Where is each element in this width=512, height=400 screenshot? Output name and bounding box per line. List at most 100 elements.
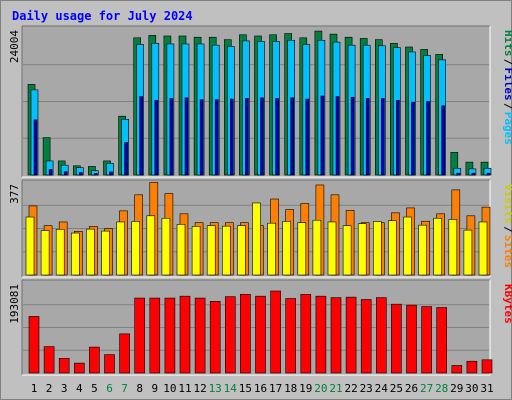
visits-bar (252, 202, 261, 276)
visits-bar (237, 225, 246, 276)
pages-bar (305, 98, 310, 176)
kbytes-bar (119, 333, 130, 374)
panel-visits-sites: 377 Visits / Sites (8, 179, 512, 278)
pages-bar (456, 172, 461, 176)
x-tick-label: 23 (360, 382, 373, 395)
pages-bar (63, 171, 68, 176)
kbytes-bar (436, 307, 448, 374)
x-axis: 1 2 3 4 5 6 7 8 9 10 11 12 13 14 15 16 17 18 19 20 21 22 23 24 2… (31, 382, 494, 395)
panel-legend: Hits / Files / Pages (502, 30, 512, 145)
pages-bar (411, 101, 415, 176)
legend-label: / (502, 103, 512, 110)
kbytes-bar (28, 316, 40, 374)
x-tick-label: 24 (375, 382, 389, 395)
x-tick-label: 8 (136, 382, 143, 395)
pages-bar (109, 171, 113, 176)
pages-bar (396, 99, 400, 176)
pages-bar (139, 96, 143, 176)
kbytes-bar (481, 359, 493, 374)
x-tick-label: 26 (405, 382, 418, 395)
y-scale-label: 377 (8, 184, 21, 204)
kbytes-bar (406, 304, 417, 374)
visits-bar (267, 222, 276, 276)
x-tick-label: 31 (480, 382, 493, 395)
panel-legend: Visits / Sites (502, 184, 512, 268)
pages-bar (441, 105, 446, 176)
kbytes-bar (149, 297, 161, 374)
pages-bar (426, 101, 430, 176)
visits-bar (463, 229, 473, 276)
visits-bar (191, 226, 201, 276)
x-tick-label: 4 (76, 382, 83, 395)
pages-bar (350, 96, 355, 176)
x-tick-label: 6 (106, 382, 113, 395)
pages-bar (169, 98, 174, 176)
kbytes-bar (58, 358, 70, 374)
x-tick-label: 30 (465, 382, 478, 395)
panel-kbytes: 193081 KBytes (8, 279, 512, 376)
kbytes-bar (164, 297, 176, 374)
y-scale-label: 24004 (8, 30, 21, 63)
kbytes-bar (300, 293, 312, 374)
legend-label: Files (502, 68, 512, 101)
kbytes-bar (270, 290, 281, 374)
x-tick-label: 25 (390, 382, 403, 395)
x-tick-label: 12 (193, 382, 206, 395)
pages-bar (48, 169, 53, 176)
visits-bar (372, 221, 382, 276)
visits-bar (418, 224, 427, 276)
series-visits (25, 202, 488, 276)
x-tick-label: 11 (178, 382, 191, 395)
x-tick-label: 20 (314, 382, 327, 395)
visits-bar (478, 221, 488, 276)
legend-label: / (502, 226, 512, 233)
x-tick-label: 15 (239, 382, 252, 395)
kbytes-bar (194, 297, 206, 374)
pages-bar (275, 98, 279, 176)
kbytes-bar (360, 299, 372, 374)
pages-bar (94, 173, 98, 176)
kbytes-bar (74, 362, 85, 374)
visits-bar (206, 225, 216, 276)
pages-bar (184, 97, 189, 176)
kbytes-bar (315, 295, 327, 374)
x-tick-label: 5 (91, 382, 98, 395)
pages-bar (245, 98, 249, 176)
pages-bar (230, 98, 234, 176)
visits-bar (342, 225, 352, 276)
x-tick-label: 7 (121, 382, 128, 395)
kbytes-bar (285, 298, 297, 374)
x-tick-label: 22 (344, 382, 357, 395)
kbytes-bar (89, 346, 100, 374)
pages-bar (79, 172, 83, 176)
kbytes-bar (225, 296, 236, 374)
kbytes-bar (466, 360, 478, 374)
pages-bar (365, 98, 370, 176)
x-tick-label: 2 (46, 382, 53, 395)
visits-bar (71, 232, 80, 276)
kbytes-bar (391, 303, 402, 374)
x-tick-label: 19 (299, 382, 312, 395)
visits-bar (357, 223, 367, 276)
panel-legend: KBytes (502, 284, 512, 324)
kbytes-bar (209, 301, 221, 374)
x-tick-label: 10 (163, 382, 176, 395)
pages-bar (199, 99, 204, 176)
visits-bar (448, 219, 458, 276)
visits-bar (131, 221, 140, 276)
visits-bar (433, 217, 443, 276)
x-tick-label: 16 (254, 382, 267, 395)
visits-bar (146, 215, 156, 276)
x-tick-label: 29 (450, 382, 463, 395)
legend-label: Hits (502, 30, 512, 57)
visits-bar (388, 220, 397, 276)
pages-bar (260, 97, 264, 176)
x-tick-label: 3 (61, 382, 68, 395)
pages-bar (33, 119, 38, 176)
kbytes-bar (134, 297, 145, 374)
visits-bar (403, 216, 412, 276)
x-tick-label: 1 (31, 382, 38, 395)
x-tick-label: 13 (209, 382, 222, 395)
panel-hits-files-pages: 24004 Hits / Files / Pages (8, 25, 512, 178)
